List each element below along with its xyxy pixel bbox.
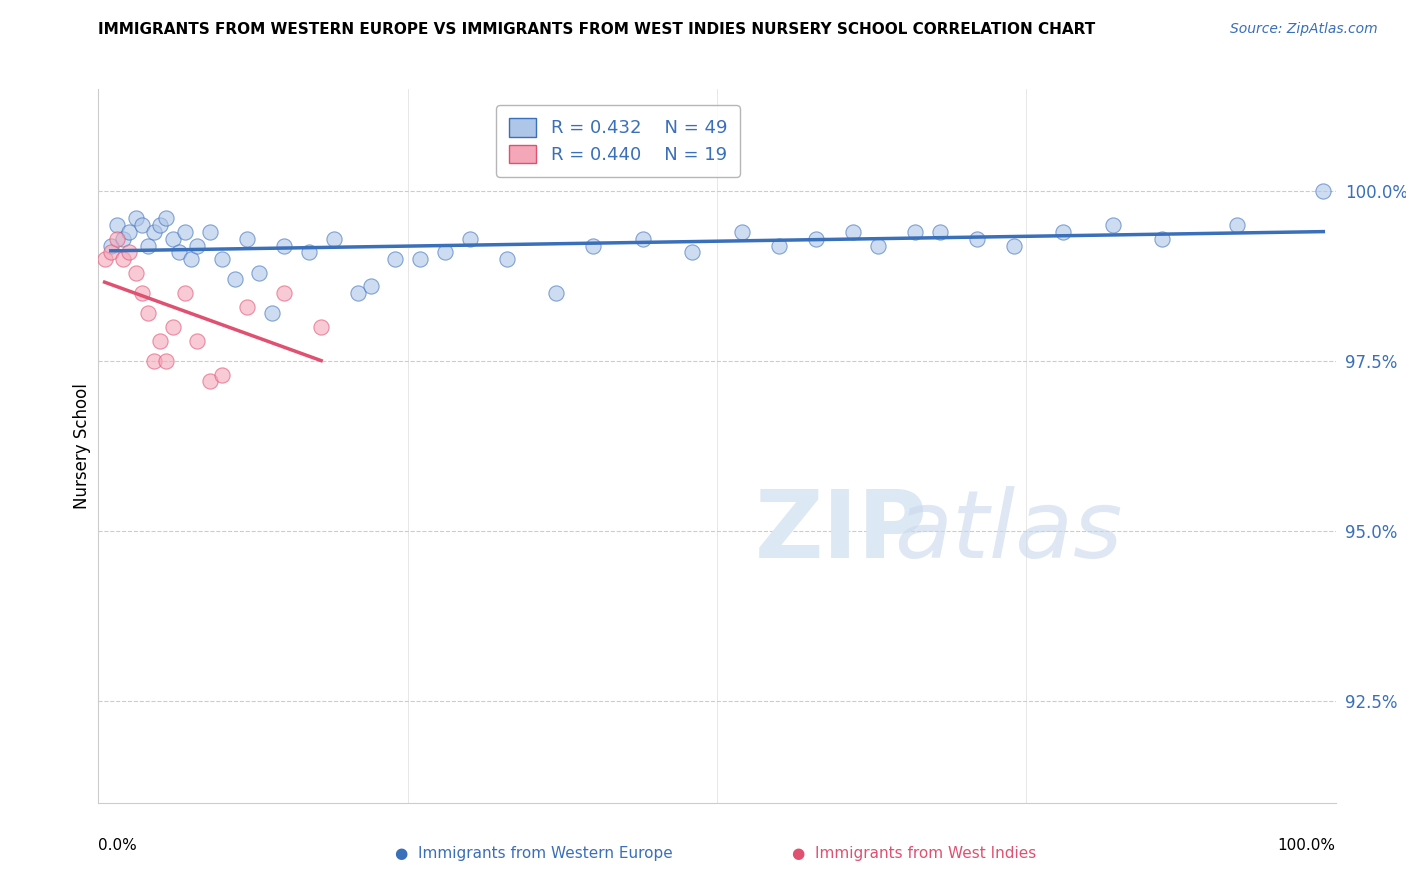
Point — [904, 225, 927, 239]
Point — [118, 225, 141, 239]
Point — [174, 225, 197, 239]
Point — [174, 286, 197, 301]
Point — [1052, 225, 1074, 239]
Point — [167, 245, 190, 260]
Point — [236, 300, 259, 314]
Point — [1312, 184, 1334, 198]
Point — [681, 245, 703, 260]
Point — [322, 232, 344, 246]
Point — [211, 252, 233, 266]
Point — [1226, 218, 1249, 232]
Point — [211, 368, 233, 382]
Point — [149, 334, 172, 348]
Point — [928, 225, 950, 239]
Point — [136, 306, 159, 320]
Point — [186, 334, 208, 348]
Point — [100, 245, 122, 260]
Point — [495, 252, 517, 266]
Point — [131, 286, 153, 301]
Point — [273, 286, 295, 301]
Point — [347, 286, 370, 301]
Point — [198, 225, 221, 239]
Text: atlas: atlas — [894, 486, 1122, 577]
Point — [631, 232, 654, 246]
Point — [149, 218, 172, 232]
Text: Source: ZipAtlas.com: Source: ZipAtlas.com — [1230, 22, 1378, 37]
Point — [155, 211, 177, 226]
Text: IMMIGRANTS FROM WESTERN EUROPE VS IMMIGRANTS FROM WEST INDIES NURSERY SCHOOL COR: IMMIGRANTS FROM WESTERN EUROPE VS IMMIGR… — [98, 22, 1095, 37]
Point — [866, 238, 889, 252]
Point — [1002, 238, 1025, 252]
Point — [93, 252, 115, 266]
Point — [384, 252, 406, 266]
Text: 0.0%: 0.0% — [98, 838, 138, 854]
Point — [155, 354, 177, 368]
Point — [124, 211, 146, 226]
Point — [124, 266, 146, 280]
Point — [162, 320, 184, 334]
Text: 100.0%: 100.0% — [1278, 838, 1336, 854]
Point — [143, 225, 166, 239]
Point — [273, 238, 295, 252]
Point — [105, 218, 128, 232]
Point — [582, 238, 605, 252]
Point — [112, 232, 135, 246]
Point — [118, 245, 141, 260]
Point — [842, 225, 865, 239]
Point — [198, 375, 221, 389]
Point — [433, 245, 456, 260]
Point — [186, 238, 208, 252]
Point — [458, 232, 481, 246]
Point — [1102, 218, 1125, 232]
Point — [360, 279, 382, 293]
Point — [100, 238, 122, 252]
Text: ZIP: ZIP — [755, 485, 927, 578]
Point — [409, 252, 432, 266]
Point — [768, 238, 790, 252]
Point — [298, 245, 321, 260]
Point — [136, 238, 159, 252]
Point — [143, 354, 166, 368]
Point — [731, 225, 754, 239]
Point — [131, 218, 153, 232]
Point — [180, 252, 202, 266]
Y-axis label: Nursery School: Nursery School — [73, 383, 91, 509]
Point — [966, 232, 988, 246]
Point — [112, 252, 135, 266]
Point — [247, 266, 270, 280]
Point — [546, 286, 568, 301]
Point — [224, 272, 246, 286]
Legend: R = 0.432    N = 49, R = 0.440    N = 19: R = 0.432 N = 49, R = 0.440 N = 19 — [496, 105, 740, 177]
Point — [162, 232, 184, 246]
Text: ●  Immigrants from West Indies: ● Immigrants from West Indies — [792, 846, 1036, 861]
Point — [260, 306, 283, 320]
Point — [236, 232, 259, 246]
Point — [804, 232, 827, 246]
Point — [105, 232, 128, 246]
Point — [309, 320, 332, 334]
Point — [1152, 232, 1174, 246]
Text: ●  Immigrants from Western Europe: ● Immigrants from Western Europe — [395, 846, 673, 861]
